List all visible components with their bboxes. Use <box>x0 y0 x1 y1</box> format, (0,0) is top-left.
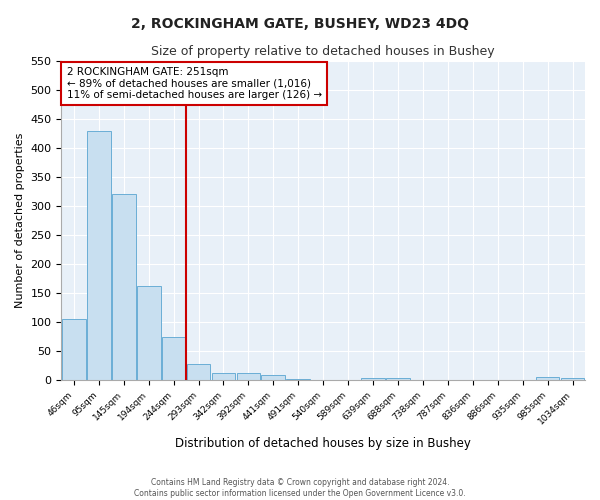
Bar <box>212 372 235 380</box>
Bar <box>112 194 136 380</box>
Bar <box>361 378 385 380</box>
Bar <box>262 376 285 380</box>
Bar <box>87 132 110 380</box>
Text: 2 ROCKINGHAM GATE: 251sqm
← 89% of detached houses are smaller (1,016)
11% of se: 2 ROCKINGHAM GATE: 251sqm ← 89% of detac… <box>67 67 322 100</box>
Bar <box>62 319 86 380</box>
X-axis label: Distribution of detached houses by size in Bushey: Distribution of detached houses by size … <box>175 437 471 450</box>
Bar <box>162 336 185 380</box>
Bar <box>236 372 260 380</box>
Bar <box>137 286 161 380</box>
Text: Contains HM Land Registry data © Crown copyright and database right 2024.
Contai: Contains HM Land Registry data © Crown c… <box>134 478 466 498</box>
Bar <box>187 364 211 380</box>
Y-axis label: Number of detached properties: Number of detached properties <box>15 132 25 308</box>
Title: Size of property relative to detached houses in Bushey: Size of property relative to detached ho… <box>151 45 495 58</box>
Bar <box>286 379 310 380</box>
Bar <box>536 377 559 380</box>
Text: 2, ROCKINGHAM GATE, BUSHEY, WD23 4DQ: 2, ROCKINGHAM GATE, BUSHEY, WD23 4DQ <box>131 18 469 32</box>
Bar <box>560 378 584 380</box>
Bar <box>386 378 410 380</box>
